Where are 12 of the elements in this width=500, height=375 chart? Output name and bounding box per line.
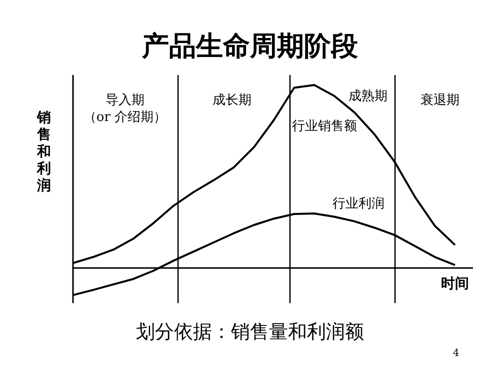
text: 划分依据：销售量和利润额 bbox=[136, 321, 364, 343]
text: 4 bbox=[452, 348, 460, 359]
chart-title: 产品生命周期阶段 bbox=[141, 31, 359, 62]
annotation: 成长期 bbox=[212, 93, 252, 108]
series-label: 行业销售额 bbox=[292, 119, 357, 134]
annotation: 成熟期 bbox=[348, 89, 388, 104]
x-axis-title: 时间 bbox=[441, 276, 469, 292]
y-axis-title: 销售和利润 bbox=[36, 110, 51, 194]
annotation: 导入期 bbox=[106, 93, 144, 108]
annotation: （or 介绍期） bbox=[83, 110, 167, 125]
annotation: 衰退期 bbox=[420, 92, 460, 108]
series-label: 行业利润 bbox=[332, 196, 384, 212]
